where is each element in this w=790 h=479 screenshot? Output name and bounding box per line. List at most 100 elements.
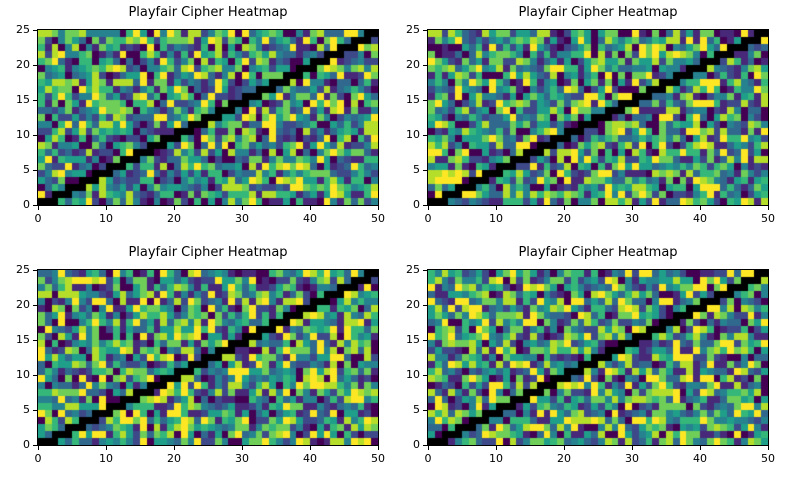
y-tick-label: 0 bbox=[23, 438, 30, 451]
y-tick-mark bbox=[423, 374, 427, 376]
x-tick-label: 20 bbox=[557, 452, 571, 465]
y-tick-label: 5 bbox=[413, 403, 420, 416]
y-tick-label: 25 bbox=[406, 263, 420, 276]
x-tick-label: 30 bbox=[625, 212, 639, 225]
chart-title: Playfair Cipher Heatmap bbox=[518, 245, 678, 260]
x-tick-mark bbox=[241, 206, 243, 210]
x-tick-label: 50 bbox=[761, 212, 775, 225]
y-tick-mark bbox=[33, 304, 37, 306]
y-tick-label: 20 bbox=[406, 298, 420, 311]
y-tick-label: 5 bbox=[23, 163, 30, 176]
y-tick-label: 5 bbox=[23, 403, 30, 416]
y-tick-mark bbox=[33, 269, 37, 271]
x-tick-mark bbox=[309, 206, 311, 210]
y-tick-mark bbox=[33, 204, 37, 206]
y-tick-label: 20 bbox=[406, 58, 420, 71]
x-tick-label: 10 bbox=[99, 212, 113, 225]
y-tick-mark bbox=[423, 134, 427, 136]
y-tick-label: 0 bbox=[23, 198, 30, 211]
x-tick-label: 30 bbox=[625, 452, 639, 465]
heatmap-canvas bbox=[37, 29, 379, 206]
x-tick-label: 30 bbox=[235, 212, 249, 225]
x-tick-mark bbox=[767, 206, 769, 210]
x-tick-label: 40 bbox=[693, 452, 707, 465]
x-tick-mark bbox=[631, 206, 633, 210]
y-tick-label: 0 bbox=[413, 198, 420, 211]
y-tick-label: 15 bbox=[406, 333, 420, 346]
heatmap-canvas bbox=[427, 269, 769, 446]
y-tick-mark bbox=[33, 29, 37, 31]
x-tick-mark bbox=[105, 446, 107, 450]
y-tick-mark bbox=[33, 374, 37, 376]
chart-title: Playfair Cipher Heatmap bbox=[518, 5, 678, 20]
x-tick-mark bbox=[37, 446, 39, 450]
x-tick-mark bbox=[241, 446, 243, 450]
y-tick-mark bbox=[423, 169, 427, 171]
y-tick-mark bbox=[423, 204, 427, 206]
x-tick-mark bbox=[699, 446, 701, 450]
x-tick-label: 40 bbox=[303, 452, 317, 465]
y-tick-mark bbox=[33, 339, 37, 341]
y-tick-mark bbox=[423, 304, 427, 306]
x-tick-mark bbox=[563, 206, 565, 210]
heatmap-canvas bbox=[37, 269, 379, 446]
y-tick-label: 20 bbox=[16, 298, 30, 311]
y-tick-label: 20 bbox=[16, 58, 30, 71]
y-tick-label: 0 bbox=[413, 438, 420, 451]
y-tick-label: 25 bbox=[16, 263, 30, 276]
x-tick-mark bbox=[495, 446, 497, 450]
heatmap-canvas bbox=[427, 29, 769, 206]
y-tick-mark bbox=[423, 99, 427, 101]
y-tick-mark bbox=[33, 409, 37, 411]
y-tick-mark bbox=[423, 444, 427, 446]
y-tick-mark bbox=[423, 339, 427, 341]
y-tick-mark bbox=[423, 29, 427, 31]
x-tick-label: 0 bbox=[34, 452, 42, 465]
y-tick-label: 25 bbox=[406, 23, 420, 36]
x-tick-label: 50 bbox=[371, 452, 385, 465]
y-tick-label: 10 bbox=[16, 368, 30, 381]
x-tick-label: 30 bbox=[235, 452, 249, 465]
y-tick-label: 25 bbox=[16, 23, 30, 36]
x-tick-mark bbox=[309, 446, 311, 450]
x-tick-mark bbox=[37, 206, 39, 210]
x-tick-mark bbox=[767, 446, 769, 450]
x-tick-mark bbox=[173, 446, 175, 450]
y-tick-label: 15 bbox=[16, 333, 30, 346]
x-tick-label: 40 bbox=[693, 212, 707, 225]
y-tick-mark bbox=[33, 169, 37, 171]
x-tick-mark bbox=[631, 446, 633, 450]
x-tick-label: 10 bbox=[99, 452, 113, 465]
x-tick-label: 0 bbox=[424, 452, 432, 465]
x-tick-mark bbox=[105, 206, 107, 210]
x-tick-label: 40 bbox=[303, 212, 317, 225]
y-tick-label: 15 bbox=[406, 93, 420, 106]
x-tick-mark bbox=[495, 206, 497, 210]
x-tick-label: 10 bbox=[489, 452, 503, 465]
y-tick-mark bbox=[33, 99, 37, 101]
y-tick-mark bbox=[33, 444, 37, 446]
x-tick-mark bbox=[699, 206, 701, 210]
y-tick-mark bbox=[423, 64, 427, 66]
x-tick-label: 20 bbox=[167, 452, 181, 465]
y-tick-label: 5 bbox=[413, 163, 420, 176]
chart-title: Playfair Cipher Heatmap bbox=[128, 245, 288, 260]
x-tick-label: 50 bbox=[761, 452, 775, 465]
x-tick-label: 20 bbox=[167, 212, 181, 225]
x-tick-label: 20 bbox=[557, 212, 571, 225]
y-tick-label: 10 bbox=[406, 368, 420, 381]
x-tick-mark bbox=[377, 446, 379, 450]
x-tick-label: 0 bbox=[34, 212, 42, 225]
x-tick-mark bbox=[427, 446, 429, 450]
y-tick-label: 10 bbox=[16, 128, 30, 141]
chart-title: Playfair Cipher Heatmap bbox=[128, 5, 288, 20]
y-tick-mark bbox=[423, 269, 427, 271]
y-tick-mark bbox=[33, 64, 37, 66]
x-tick-mark bbox=[427, 206, 429, 210]
y-tick-label: 10 bbox=[406, 128, 420, 141]
x-tick-label: 0 bbox=[424, 212, 432, 225]
x-tick-mark bbox=[563, 446, 565, 450]
y-tick-mark bbox=[33, 134, 37, 136]
y-tick-label: 15 bbox=[16, 93, 30, 106]
